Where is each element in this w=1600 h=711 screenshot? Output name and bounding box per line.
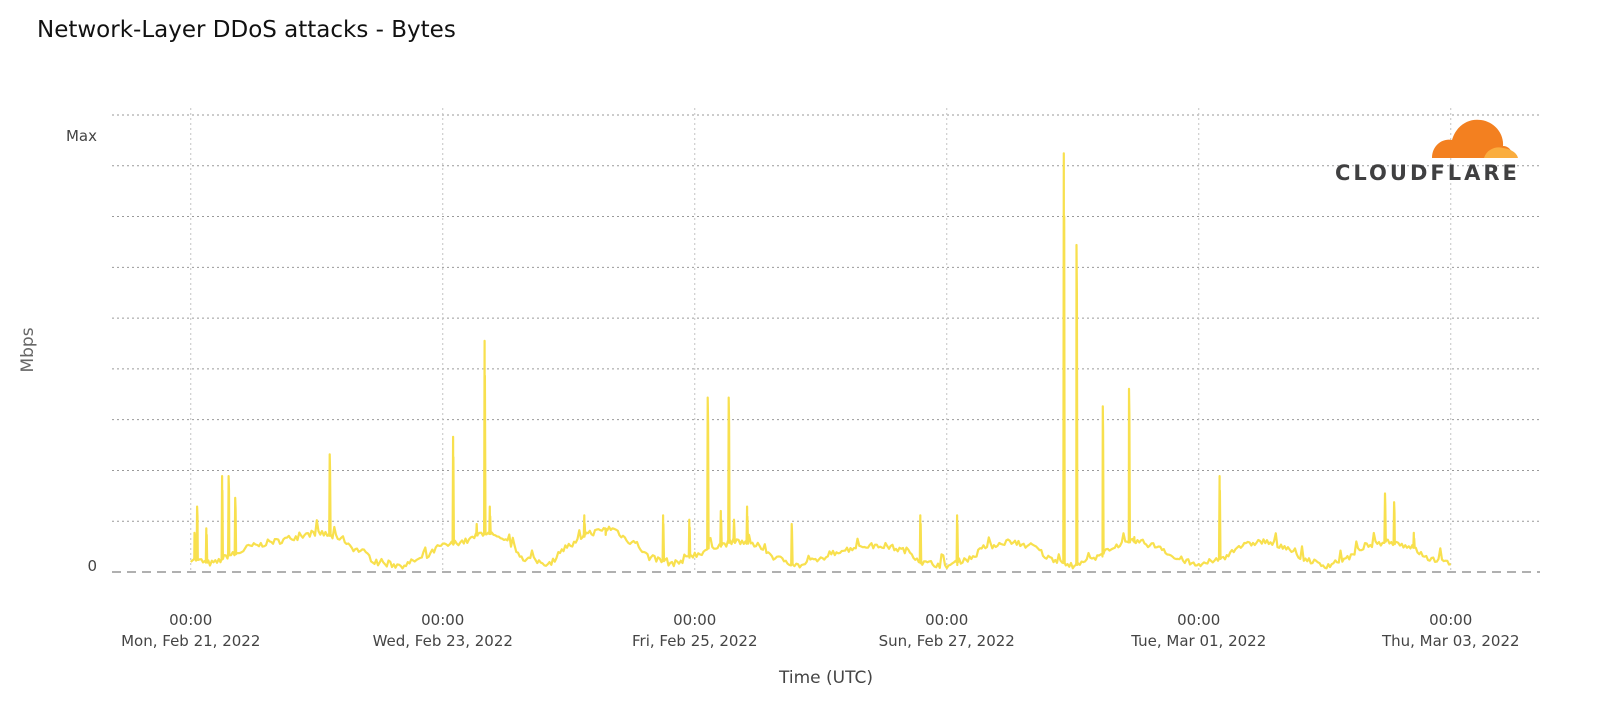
x-tick-time: 00:00 xyxy=(1177,611,1220,629)
grid-lines xyxy=(112,108,1540,572)
cloudflare-logo: CLOUDFLARE xyxy=(1335,119,1520,185)
x-tick-time: 00:00 xyxy=(1429,611,1472,629)
x-tick-date: Fri, Feb 25, 2022 xyxy=(632,632,758,650)
x-axis-ticks: 00:00 Mon, Feb 21, 2022 00:00 Wed, Feb 23, … xyxy=(121,611,1519,650)
cloudflare-wordmark: CLOUDFLARE xyxy=(1335,161,1520,185)
x-tick-time: 00:00 xyxy=(421,611,464,629)
x-tick-time: 00:00 xyxy=(673,611,716,629)
x-tick-time: 00:00 xyxy=(169,611,212,629)
x-tick-time: 00:00 xyxy=(925,611,968,629)
series-line-ddos-bytes xyxy=(190,152,1451,570)
y-tick-zero: 0 xyxy=(87,557,97,575)
y-axis-ticks: Max 0 xyxy=(66,127,97,575)
x-tick-date: Sun, Feb 27, 2022 xyxy=(879,632,1015,650)
x-tick-date: Wed, Feb 23, 2022 xyxy=(373,632,513,650)
chart-title: Network-Layer DDoS attacks - Bytes xyxy=(37,17,456,43)
x-tick-date: Mon, Feb 21, 2022 xyxy=(121,632,260,650)
x-axis-label: Time (UTC) xyxy=(778,668,873,688)
x-tick-date: Thu, Mar 03, 2022 xyxy=(1381,632,1520,650)
x-tick-date: Tue, Mar 01, 2022 xyxy=(1130,632,1266,650)
cloudflare-cloud-icon xyxy=(1432,119,1518,158)
y-tick-max: Max xyxy=(66,127,97,145)
y-axis-label: Mbps xyxy=(18,327,38,372)
